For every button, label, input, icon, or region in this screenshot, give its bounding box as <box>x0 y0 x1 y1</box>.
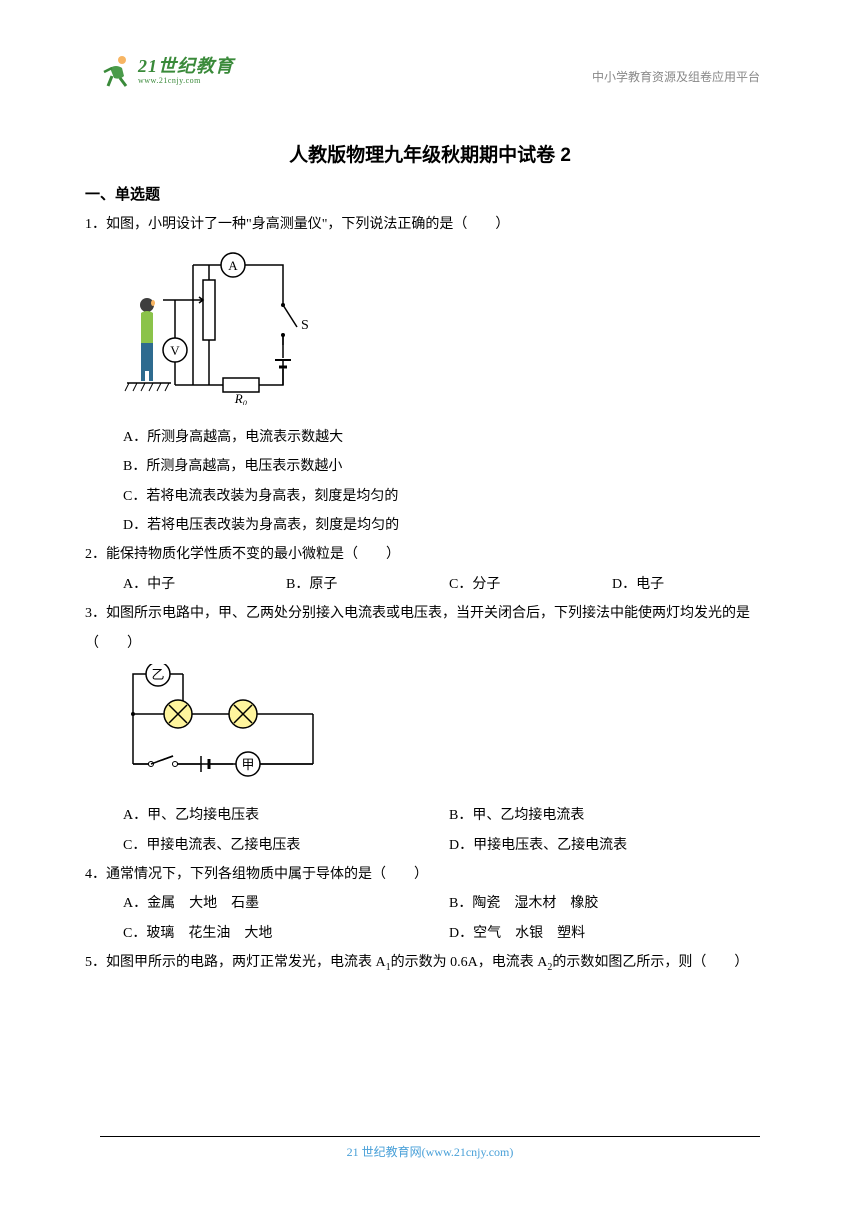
page-title: 人教版物理九年级秋期期中试卷 2 <box>85 140 775 167</box>
svg-text:V: V <box>170 343 180 358</box>
q4-optC: C．玻璃 花生油 大地 <box>123 919 449 948</box>
q4-optA: A．金属 大地 石墨 <box>123 889 449 918</box>
q3-optC: C．甲接电流表、乙接电压表 <box>123 831 449 860</box>
q2-stem: 2．能保持物质化学性质不变的最小微粒是（ ） <box>85 540 775 569</box>
q4-optD: D．空气 水银 塑料 <box>449 919 775 948</box>
q2-optA: A．中子 <box>123 570 286 599</box>
q2-options: A．中子 B．原子 C．分子 D．电子 <box>85 570 775 599</box>
brand-text-block: 21世纪教育 www.21cnjy.com <box>138 57 234 86</box>
header-brand: 21世纪教育 www.21cnjy.com <box>100 54 234 88</box>
q4-optB: B．陶瓷 湿木材 橡胶 <box>449 889 775 918</box>
q3-optA: A．甲、乙均接电压表 <box>123 801 449 830</box>
q4-stem: 4．通常情况下，下列各组物质中属于导体的是（ ） <box>85 860 775 889</box>
footer: 21 世纪教育网(www.21cnjy.com) <box>100 1136 760 1160</box>
brand-name: 21世纪教育 <box>138 57 234 77</box>
q3-optD: D．甲接电压表、乙接电流表 <box>449 831 775 860</box>
svg-text:R₀: R₀ <box>234 391 247 405</box>
q2-optD: D．电子 <box>612 570 775 599</box>
q1-options: A．所测身高越高，电流表示数越大 B．所测身高越高，电压表示数越小 C．若将电流… <box>85 423 775 541</box>
q5-stem: 5．如图甲所示的电路，两灯正常发光，电流表 A1的示数为 0.6A，电流表 A2… <box>85 948 775 978</box>
svg-text:乙: 乙 <box>151 667 164 682</box>
question-5: 5．如图甲所示的电路，两灯正常发光，电流表 A1的示数为 0.6A，电流表 A2… <box>85 948 775 978</box>
q1-optA: A．所测身高越高，电流表示数越大 <box>123 423 775 452</box>
q1-optC: C．若将电流表改装为身高表，刻度是均匀的 <box>123 482 775 511</box>
svg-text:甲: 甲 <box>241 757 254 772</box>
q1-figure: A S R₀ <box>123 245 775 416</box>
q1-optD: D．若将电压表改装为身高表，刻度是均匀的 <box>123 511 775 540</box>
section-1-title: 一、单选题 <box>85 183 775 204</box>
q4-options-row2: C．玻璃 花生油 大地 D．空气 水银 塑料 <box>85 919 775 948</box>
q2-optB: B．原子 <box>286 570 449 599</box>
question-1: 1．如图，小明设计了一种"身高测量仪"，下列说法正确的是（ ） A S <box>85 210 775 540</box>
q3-figure: 乙 <box>123 664 775 795</box>
question-3: 3．如图所示电路中，甲、乙两处分别接入电流表或电压表，当开关闭合后，下列接法中能… <box>85 599 775 860</box>
footer-text: 21 世纪教育网(www.21cnjy.com) <box>347 1145 514 1159</box>
q1-optB: B．所测身高越高，电压表示数越小 <box>123 452 775 481</box>
question-2: 2．能保持物质化学性质不变的最小微粒是（ ） A．中子 B．原子 C．分子 D．… <box>85 540 775 599</box>
header-right-text: 中小学教育资源及组卷应用平台 <box>592 68 760 85</box>
svg-text:S: S <box>301 318 309 333</box>
q3-options-row2: C．甲接电流表、乙接电压表 D．甲接电压表、乙接电流表 <box>85 831 775 860</box>
question-4: 4．通常情况下，下列各组物质中属于导体的是（ ） A．金属 大地 石墨 B．陶瓷… <box>85 860 775 948</box>
q3-options-row1: A．甲、乙均接电压表 B．甲、乙均接电流表 <box>85 801 775 830</box>
q2-optC: C．分子 <box>449 570 612 599</box>
q1-stem: 1．如图，小明设计了一种"身高测量仪"，下列说法正确的是（ ） <box>85 210 775 239</box>
q4-options-row1: A．金属 大地 石墨 B．陶瓷 湿木材 橡胶 <box>85 889 775 918</box>
main-content: 人教版物理九年级秋期期中试卷 2 一、单选题 1．如图，小明设计了一种"身高测量… <box>85 140 775 978</box>
brand-url: www.21cnjy.com <box>138 77 234 86</box>
q3-stem: 3．如图所示电路中，甲、乙两处分别接入电流表或电压表，当开关闭合后，下列接法中能… <box>85 599 775 658</box>
logo-icon <box>100 54 134 88</box>
svg-text:A: A <box>228 258 238 273</box>
q3-optB: B．甲、乙均接电流表 <box>449 801 775 830</box>
